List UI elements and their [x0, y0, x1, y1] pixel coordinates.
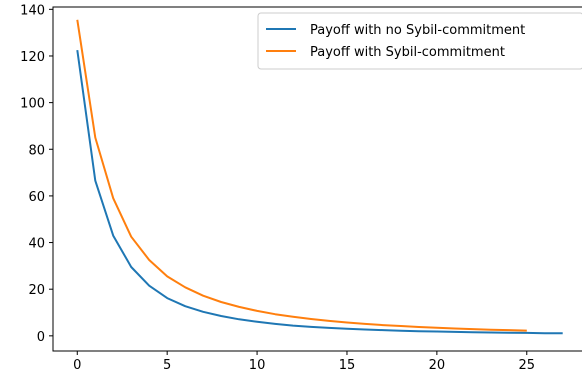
- y-tick-label: 20: [28, 283, 45, 298]
- y-tick-label: 40: [28, 237, 45, 252]
- y-tick-label: 140: [20, 3, 45, 18]
- y-axis: 0 20 40 60 80 100 120 140: [20, 3, 53, 345]
- x-axis: 0 5 10 15 20 25: [73, 351, 535, 373]
- x-tick-label: 5: [163, 358, 171, 373]
- x-tick-label: 10: [249, 358, 266, 373]
- plot-frame: [52, 6, 582, 352]
- y-tick-label: 100: [20, 97, 45, 112]
- y-tick-label: 120: [20, 50, 45, 65]
- y-tick-label: 60: [28, 190, 45, 205]
- y-tick-label: 0: [37, 330, 45, 345]
- x-tick-label: 20: [429, 358, 446, 373]
- plot-lines: [76, 19, 563, 335]
- x-tick-label: 15: [339, 358, 356, 373]
- legend-label-sybil: Payoff with Sybil-commitment: [310, 45, 505, 60]
- y-tick-label: 80: [28, 143, 45, 158]
- x-tick-label: 0: [73, 358, 81, 373]
- series-line-sybil: [76, 19, 527, 332]
- legend-box: [257, 12, 582, 70]
- legend-label-no-sybil: Payoff with no Sybil-commitment: [310, 23, 525, 38]
- series-line-no-sybil: [76, 49, 563, 335]
- x-tick-label: 25: [518, 358, 535, 373]
- legend: Payoff with no Sybil-commitment Payoff w…: [257, 12, 582, 70]
